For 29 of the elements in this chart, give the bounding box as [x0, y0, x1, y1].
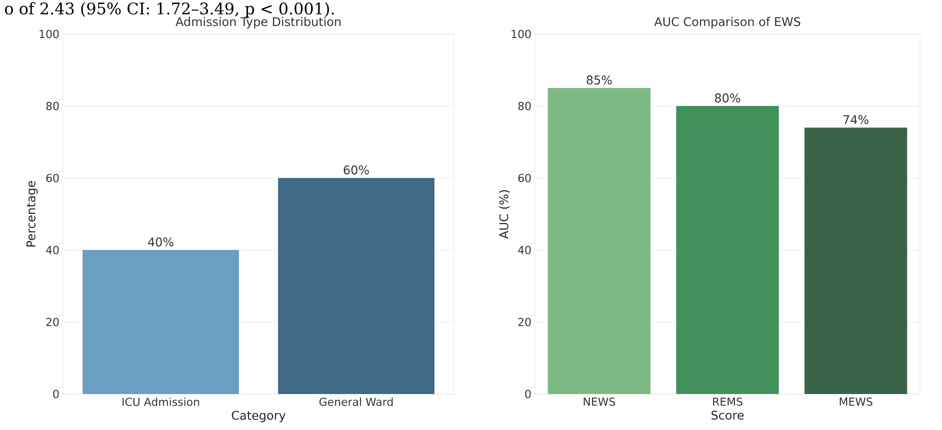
y-tick-label: 60 — [518, 174, 531, 182]
text: o of 2.43 (95% CI: 1.72–3.49, p < 0.001). — [4, 2, 334, 18]
data-label: 80% — [715, 93, 740, 102]
y-tick-label: 80 — [46, 102, 59, 110]
x-tick-label: MEWS — [840, 398, 872, 406]
y-tick-label: 100 — [512, 30, 531, 38]
y-tick-label: 0 — [53, 390, 59, 398]
y-axis-title: AUC (%) — [499, 190, 510, 239]
data-label: 60% — [344, 165, 369, 174]
x-tick-label: General Ward — [319, 398, 393, 406]
y-tick-label: 0 — [525, 390, 531, 398]
y-tick-label: 20 — [46, 318, 59, 326]
data-label: 74% — [844, 115, 868, 124]
x-tick-label: REMS — [713, 398, 742, 406]
x-tick-label: ICU Admission — [122, 398, 200, 406]
y-axis-title: Percentage — [26, 181, 38, 246]
y-tick-label: 40 — [518, 246, 531, 254]
y-tick-label: 100 — [40, 30, 59, 38]
data-label: 40% — [148, 237, 174, 246]
x-axis-title: Category — [232, 410, 286, 422]
y-tick-label: 20 — [518, 318, 531, 326]
x-axis-title: Score — [712, 410, 744, 420]
chart-title: AUC Comparison of EWS — [654, 16, 800, 28]
y-tick-label: 40 — [46, 246, 59, 254]
data-label: 85% — [586, 75, 612, 84]
y-tick-label: 60 — [46, 174, 59, 182]
y-tick-label: 80 — [518, 102, 531, 110]
x-tick-label: NEWS — [584, 398, 616, 406]
chart-title: Admission Type Distribution — [176, 16, 341, 28]
